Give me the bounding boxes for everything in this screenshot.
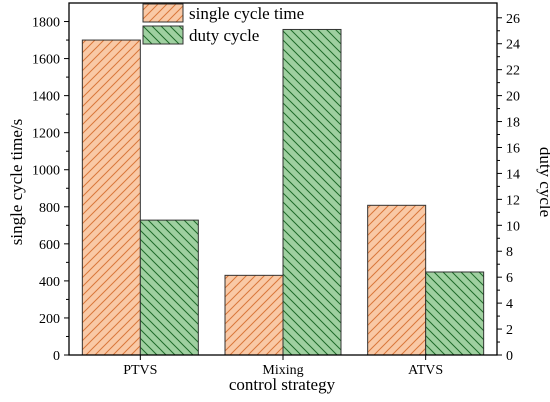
y-right-tick-label: 20 [506, 90, 520, 105]
y-left-tick-label: 1600 [32, 53, 60, 68]
y-right-tick-label: 0 [506, 349, 513, 364]
y-left-tick-label: 600 [39, 238, 60, 253]
x-tick-label: PTVS [123, 363, 157, 378]
bar-single-cycle-time-atvs [367, 204, 427, 356]
y-left-tick-label: 200 [39, 312, 60, 327]
legend-swatch-single-cycle-time [142, 3, 184, 23]
ticks-layer: PTVS Mixing ATVS02004006008001000120014001… [32, 12, 520, 378]
y-left-axis-title: single cycle time/s [7, 119, 26, 246]
y-left-tick-label: 800 [39, 201, 60, 216]
y-left-tick-label: 1400 [32, 90, 60, 105]
bar-single-cycle-time-ptvs [81, 39, 141, 356]
y-right-axis-title: duty cycle [536, 147, 550, 217]
bar-duty-cycle-mixing [282, 28, 342, 356]
legend-label: duty cycle [189, 26, 259, 45]
bar-duty-cycle-ptvs [139, 219, 199, 356]
x-tick-label: Mixing [262, 363, 303, 378]
y-left-tick-label: 1000 [32, 164, 60, 179]
y-right-tick-label: 24 [506, 38, 520, 53]
y-right-tick-label: 22 [506, 64, 520, 79]
y-right-tick-label: 26 [506, 12, 520, 27]
y-right-tick-label: 10 [506, 219, 520, 234]
legend: single cycle time duty cycle [142, 3, 304, 45]
x-tick-label: ATVS [408, 363, 443, 378]
y-right-tick-label: 14 [506, 167, 520, 182]
bars-layer [81, 28, 485, 356]
y-right-tick-label: 12 [506, 193, 520, 208]
y-left-tick-label: 400 [39, 275, 60, 290]
y-right-tick-label: 4 [506, 297, 513, 312]
y-left-tick-label: 1800 [32, 16, 60, 31]
legend-swatch-duty-cycle [142, 25, 184, 45]
y-right-tick-label: 2 [506, 323, 513, 338]
bar-single-cycle-time-mixing [224, 274, 284, 356]
y-right-tick-label: 18 [506, 116, 520, 131]
legend-label: single cycle time [189, 4, 304, 23]
y-left-tick-label: 0 [53, 349, 60, 364]
bar-duty-cycle-atvs [425, 271, 485, 356]
y-right-tick-label: 6 [506, 271, 513, 286]
y-left-tick-label: 1200 [32, 127, 60, 142]
y-right-tick-label: 8 [506, 245, 513, 260]
x-axis-title: control strategy [229, 375, 336, 394]
y-right-tick-label: 16 [506, 141, 520, 156]
